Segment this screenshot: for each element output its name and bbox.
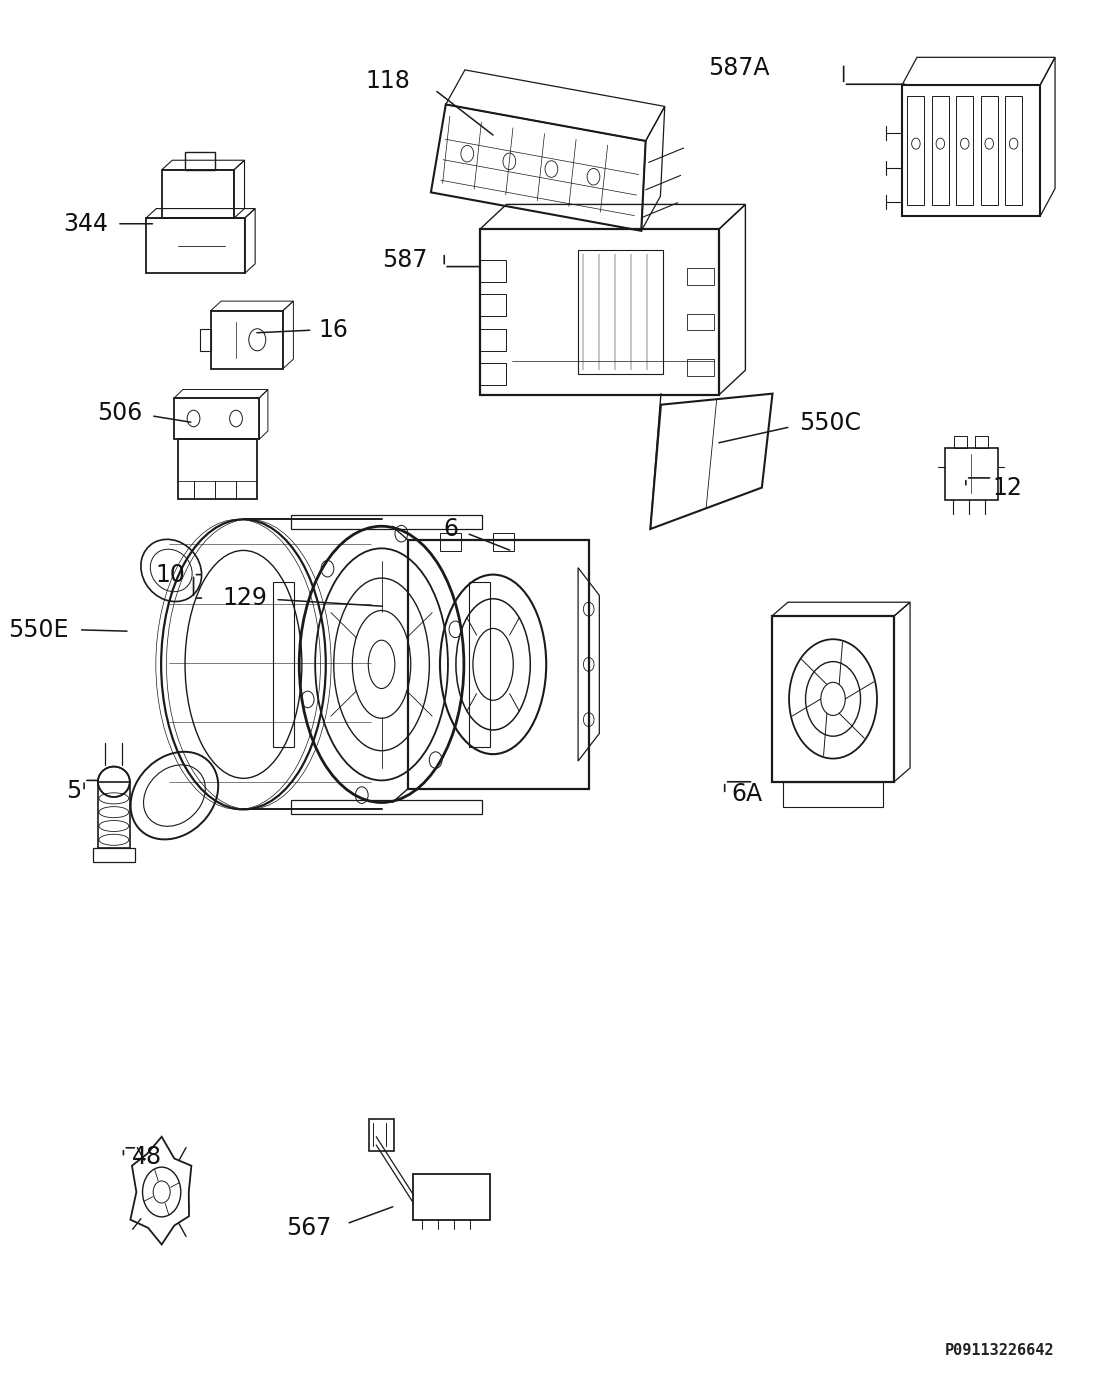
Text: 48: 48 xyxy=(132,1146,162,1169)
Text: 587A: 587A xyxy=(707,55,769,80)
Text: 16: 16 xyxy=(319,318,349,342)
Text: 5: 5 xyxy=(66,779,81,804)
Text: P09113226642: P09113226642 xyxy=(945,1342,1054,1358)
Text: 587: 587 xyxy=(382,248,427,271)
Text: 506: 506 xyxy=(97,401,143,425)
Text: 550C: 550C xyxy=(799,411,861,435)
Text: 118: 118 xyxy=(365,69,410,94)
Text: 567: 567 xyxy=(286,1217,331,1240)
Text: 6A: 6A xyxy=(732,782,762,807)
Text: 344: 344 xyxy=(64,212,109,235)
Text: 6: 6 xyxy=(443,518,458,541)
Text: 12: 12 xyxy=(992,476,1022,500)
Text: 10: 10 xyxy=(155,563,185,587)
Text: 129: 129 xyxy=(222,585,267,610)
Text: 550E: 550E xyxy=(8,617,68,642)
